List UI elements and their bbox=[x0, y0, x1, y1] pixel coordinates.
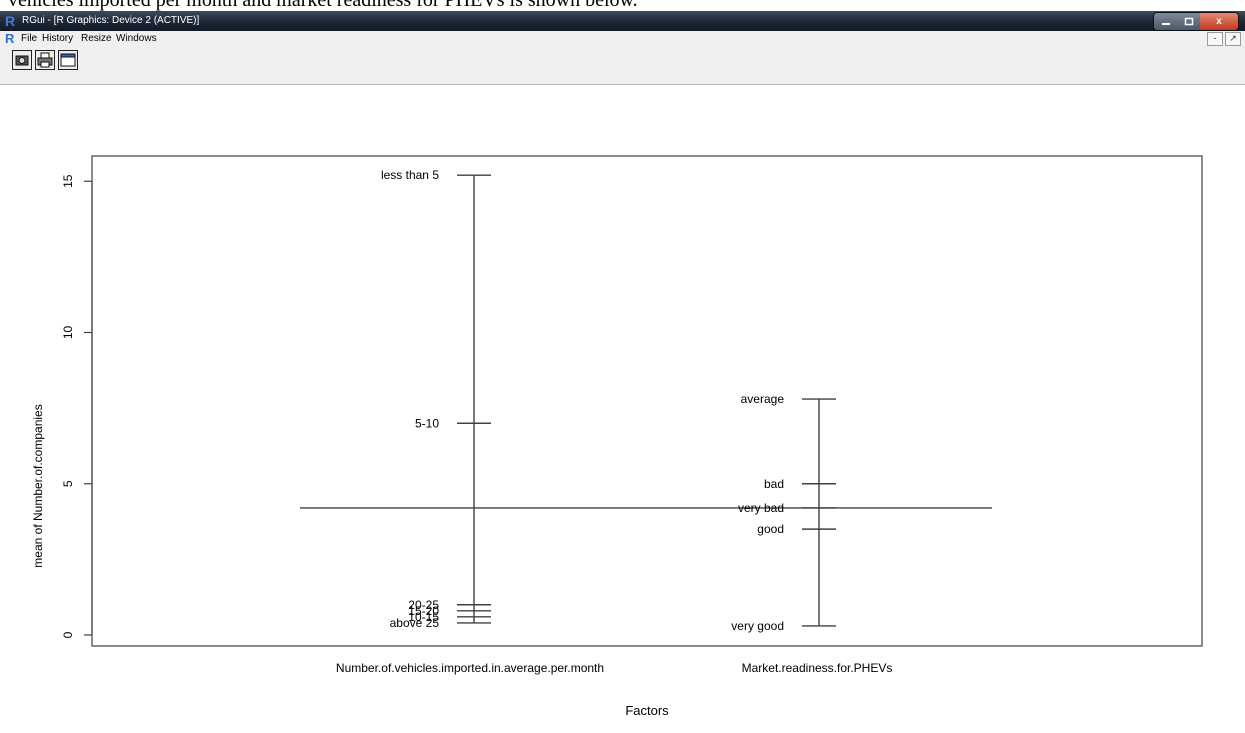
print-button[interactable] bbox=[35, 50, 55, 70]
window-controls: x bbox=[1153, 12, 1239, 31]
level-label: 10-15 bbox=[408, 610, 439, 624]
r-logo-icon: R bbox=[5, 13, 16, 29]
maximize-button[interactable] bbox=[1178, 13, 1200, 30]
x-axis-title: Factors bbox=[625, 703, 669, 718]
level-label: above 25 bbox=[390, 616, 440, 630]
r-menu-logo-icon: R bbox=[5, 31, 15, 46]
close-button[interactable]: x bbox=[1200, 13, 1238, 30]
level-label: average bbox=[741, 392, 785, 406]
rgui-window: R RGui - [R Graphics: Device 2 (ACTIVE)]… bbox=[0, 11, 1245, 733]
y-tick-label: 10 bbox=[61, 326, 75, 340]
close-icon: x bbox=[1216, 15, 1222, 27]
minimize-button[interactable] bbox=[1154, 13, 1178, 30]
menu-file[interactable]: File bbox=[21, 33, 38, 44]
mdi-minimize-button[interactable]: - bbox=[1207, 32, 1223, 46]
y-tick-label: 0 bbox=[61, 631, 75, 638]
minimize-icon bbox=[1162, 22, 1170, 25]
level-label: very good bbox=[731, 619, 784, 633]
level-label: 20-25 bbox=[408, 598, 439, 612]
level-label: good bbox=[757, 522, 784, 536]
level-label: very bad bbox=[738, 501, 784, 515]
level-label: 15-20 bbox=[408, 604, 439, 618]
menu-windows[interactable]: Windows bbox=[116, 33, 157, 44]
maximize-icon bbox=[1184, 17, 1194, 25]
window-title: RGui - [R Graphics: Device 2 (ACTIVE)] bbox=[22, 15, 200, 26]
mdi-controls: - ↗ bbox=[1207, 32, 1241, 46]
y-tick-label: 15 bbox=[61, 174, 75, 188]
menu-history[interactable]: History bbox=[42, 33, 74, 44]
plot-box bbox=[91, 155, 1203, 647]
level-label: 5-10 bbox=[415, 416, 439, 430]
y-axis: 0 5 10 15 bbox=[61, 174, 93, 638]
print-icon bbox=[37, 52, 53, 68]
design-plot: 0 5 10 15 less than 5 5-10 20-2515-2010-15abo… bbox=[31, 155, 1203, 718]
mdi-restore-button[interactable]: ↗ bbox=[1225, 32, 1241, 46]
factor-name-label: Number.of.vehicles.imported.in.average.p… bbox=[336, 661, 604, 675]
copy-button[interactable] bbox=[12, 50, 32, 70]
y-tick-label: 5 bbox=[61, 480, 75, 487]
window-icon bbox=[60, 53, 76, 67]
level-label: less than 5 bbox=[381, 168, 439, 182]
y-axis-title: mean of Number.of.companies bbox=[31, 404, 45, 567]
level-label: bad bbox=[764, 477, 784, 491]
toolbar bbox=[0, 46, 1245, 85]
window-button[interactable] bbox=[58, 50, 78, 70]
menu-resize[interactable]: Resize bbox=[81, 33, 112, 44]
title-bar[interactable]: R RGui - [R Graphics: Device 2 (ACTIVE)]… bbox=[0, 11, 1245, 31]
factor-name-label: Market.readiness.for.PHEVs bbox=[742, 661, 893, 675]
page-caption: vehicles imported per month and market r… bbox=[8, 0, 638, 11]
menu-bar: R File History Resize Windows - ↗ bbox=[0, 31, 1245, 46]
copy-icon bbox=[15, 55, 29, 66]
